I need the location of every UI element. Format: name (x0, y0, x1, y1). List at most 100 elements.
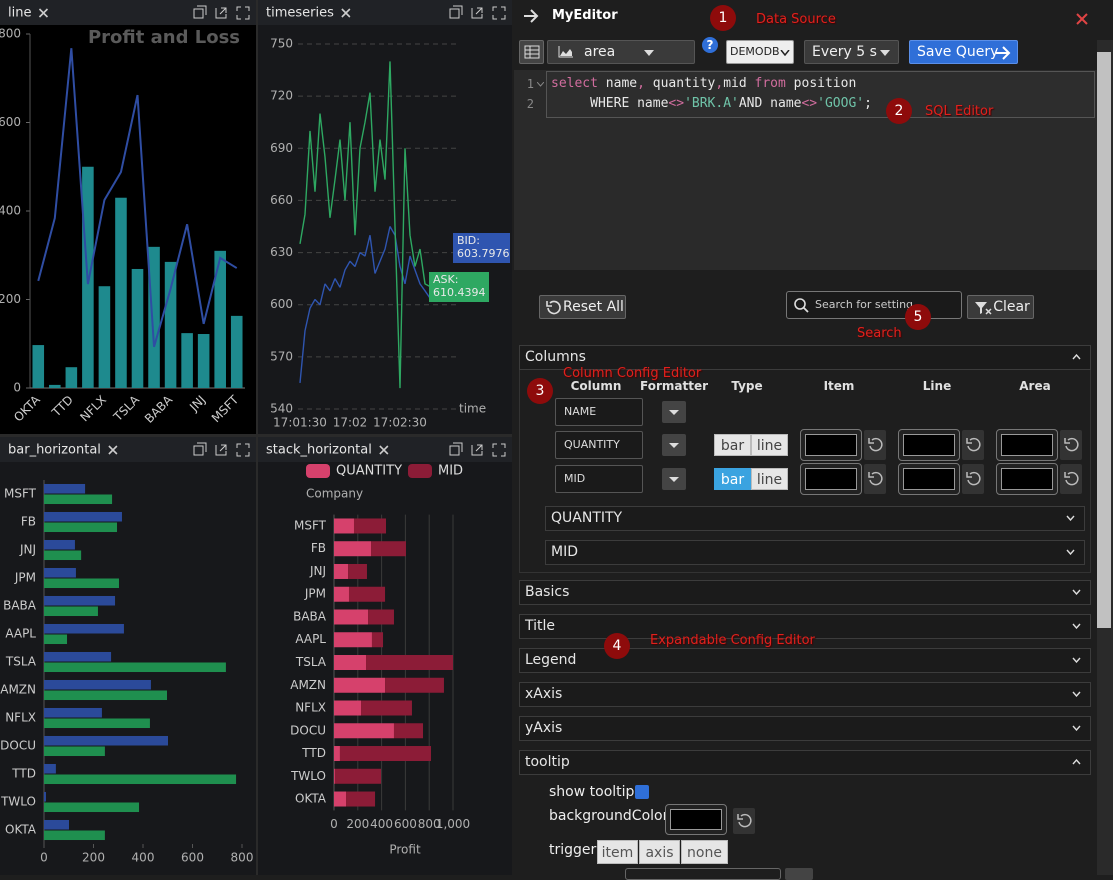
bar (44, 606, 98, 617)
legend-swatch (306, 464, 330, 478)
formatter-dropdown[interactable] (662, 401, 686, 423)
section-title: Columns (525, 349, 586, 365)
section-header[interactable]: Columns (519, 345, 1091, 370)
x-axis-label: Profit (389, 843, 421, 857)
close-icon[interactable] (108, 445, 118, 455)
close-icon[interactable] (38, 8, 49, 18)
clear-icon (975, 302, 992, 315)
trigger-option[interactable]: none (681, 840, 728, 864)
bar-segment (361, 700, 412, 716)
section-header[interactable]: yAxis (519, 716, 1091, 741)
input-field[interactable] (625, 868, 781, 880)
caret (880, 50, 890, 56)
code-token: mid (723, 76, 755, 91)
code-token: , (715, 76, 724, 91)
type-toggle[interactable]: line (751, 468, 788, 490)
type-toggle[interactable]: bar (714, 468, 751, 490)
color-picker[interactable] (898, 429, 960, 461)
end-tag (429, 272, 489, 302)
panel-body (0, 437, 256, 875)
reset-all-button[interactable]: Reset All (539, 295, 626, 319)
reset-color[interactable] (1060, 430, 1082, 460)
reset-color[interactable] (864, 430, 886, 460)
y-tick-label: 400 (0, 204, 21, 218)
clear-label: Clear (993, 299, 1030, 315)
bar (44, 595, 116, 606)
section-header[interactable]: QUANTITY (545, 506, 1085, 531)
table-toggle[interactable] (519, 40, 544, 64)
datasource-select[interactable]: DEMODB (726, 40, 794, 64)
reset-color[interactable] (733, 808, 755, 834)
panel-body (258, 0, 512, 434)
chart-type-select[interactable]: area (547, 40, 695, 64)
active-line (546, 71, 1095, 118)
search-input[interactable]: Search for setting (786, 291, 962, 319)
color-picker[interactable] (898, 463, 960, 495)
panel-header (0, 437, 256, 462)
section-header[interactable]: Title (519, 614, 1091, 639)
legend-swatch (408, 464, 432, 478)
color-picker[interactable] (996, 429, 1058, 461)
panel-title: stack_horizontal (266, 443, 372, 458)
swatch (805, 468, 857, 490)
bar (44, 819, 69, 830)
x-axis-label: time (459, 402, 486, 416)
fold-icon[interactable] (537, 82, 544, 87)
type-toggle[interactable]: bar (714, 434, 751, 456)
expand-icon (1072, 623, 1081, 629)
trigger-option[interactable]: item (597, 840, 638, 864)
chart-title: Profit and Loss (88, 27, 240, 48)
save-query-button[interactable]: Save Query (909, 40, 1018, 64)
bar (44, 623, 124, 634)
bar-segment (334, 677, 386, 693)
section-header[interactable]: tooltip (519, 750, 1091, 775)
code-token: ; (864, 96, 872, 111)
section-header[interactable]: xAxis (519, 682, 1091, 707)
reset-color[interactable] (962, 464, 984, 494)
annotation-label: Search (857, 326, 902, 341)
y-tick-label: AMZN (290, 678, 326, 692)
column-name[interactable]: MID (555, 465, 643, 493)
code-token: 'GOOG' (817, 96, 865, 111)
color-picker[interactable] (800, 463, 862, 495)
clear-button[interactable]: Clear (967, 295, 1034, 319)
color-picker[interactable] (800, 429, 862, 461)
section-header[interactable]: MID (545, 540, 1085, 565)
section-header[interactable]: Legend (519, 648, 1091, 673)
color-picker[interactable] (996, 463, 1058, 495)
reset-color[interactable] (962, 430, 984, 460)
color-picker[interactable] (665, 804, 727, 835)
expand-icon (1066, 549, 1075, 555)
reset-color[interactable] (1060, 464, 1082, 494)
formatter-dropdown[interactable] (662, 468, 686, 490)
collapse-icon (1072, 354, 1081, 360)
y-tick-label: TWLO (0, 795, 36, 809)
close-editor[interactable] (1076, 13, 1088, 25)
close-icon[interactable] (379, 445, 389, 455)
help-icon[interactable]: ? (702, 37, 718, 53)
reset-color[interactable] (864, 464, 886, 494)
bar (197, 334, 210, 388)
column-name[interactable]: QUANTITY (555, 431, 643, 459)
refresh-select[interactable]: Every 5 s (804, 40, 899, 64)
caret (669, 477, 679, 482)
scrollbar-thumb[interactable] (1097, 52, 1111, 628)
checkbox[interactable] (635, 785, 649, 799)
formatter-dropdown[interactable] (662, 434, 686, 456)
back-arrow[interactable] (522, 8, 540, 24)
column-header: Item (823, 379, 855, 393)
stepper[interactable] (785, 868, 813, 880)
trigger-option[interactable]: axis (639, 840, 680, 864)
bar (115, 197, 127, 388)
close-icon[interactable] (341, 8, 351, 18)
column-header: Formatter (640, 379, 709, 393)
chart-type: area (584, 44, 616, 60)
section-header[interactable]: Basics (519, 580, 1091, 605)
option-label: trigger (549, 842, 597, 858)
area-icon (558, 46, 573, 58)
type-toggle[interactable]: line (751, 434, 788, 456)
bar-segment (334, 563, 349, 579)
column-name[interactable]: NAME (555, 398, 643, 426)
columns-body (519, 369, 1091, 573)
bar-segment (353, 518, 387, 534)
